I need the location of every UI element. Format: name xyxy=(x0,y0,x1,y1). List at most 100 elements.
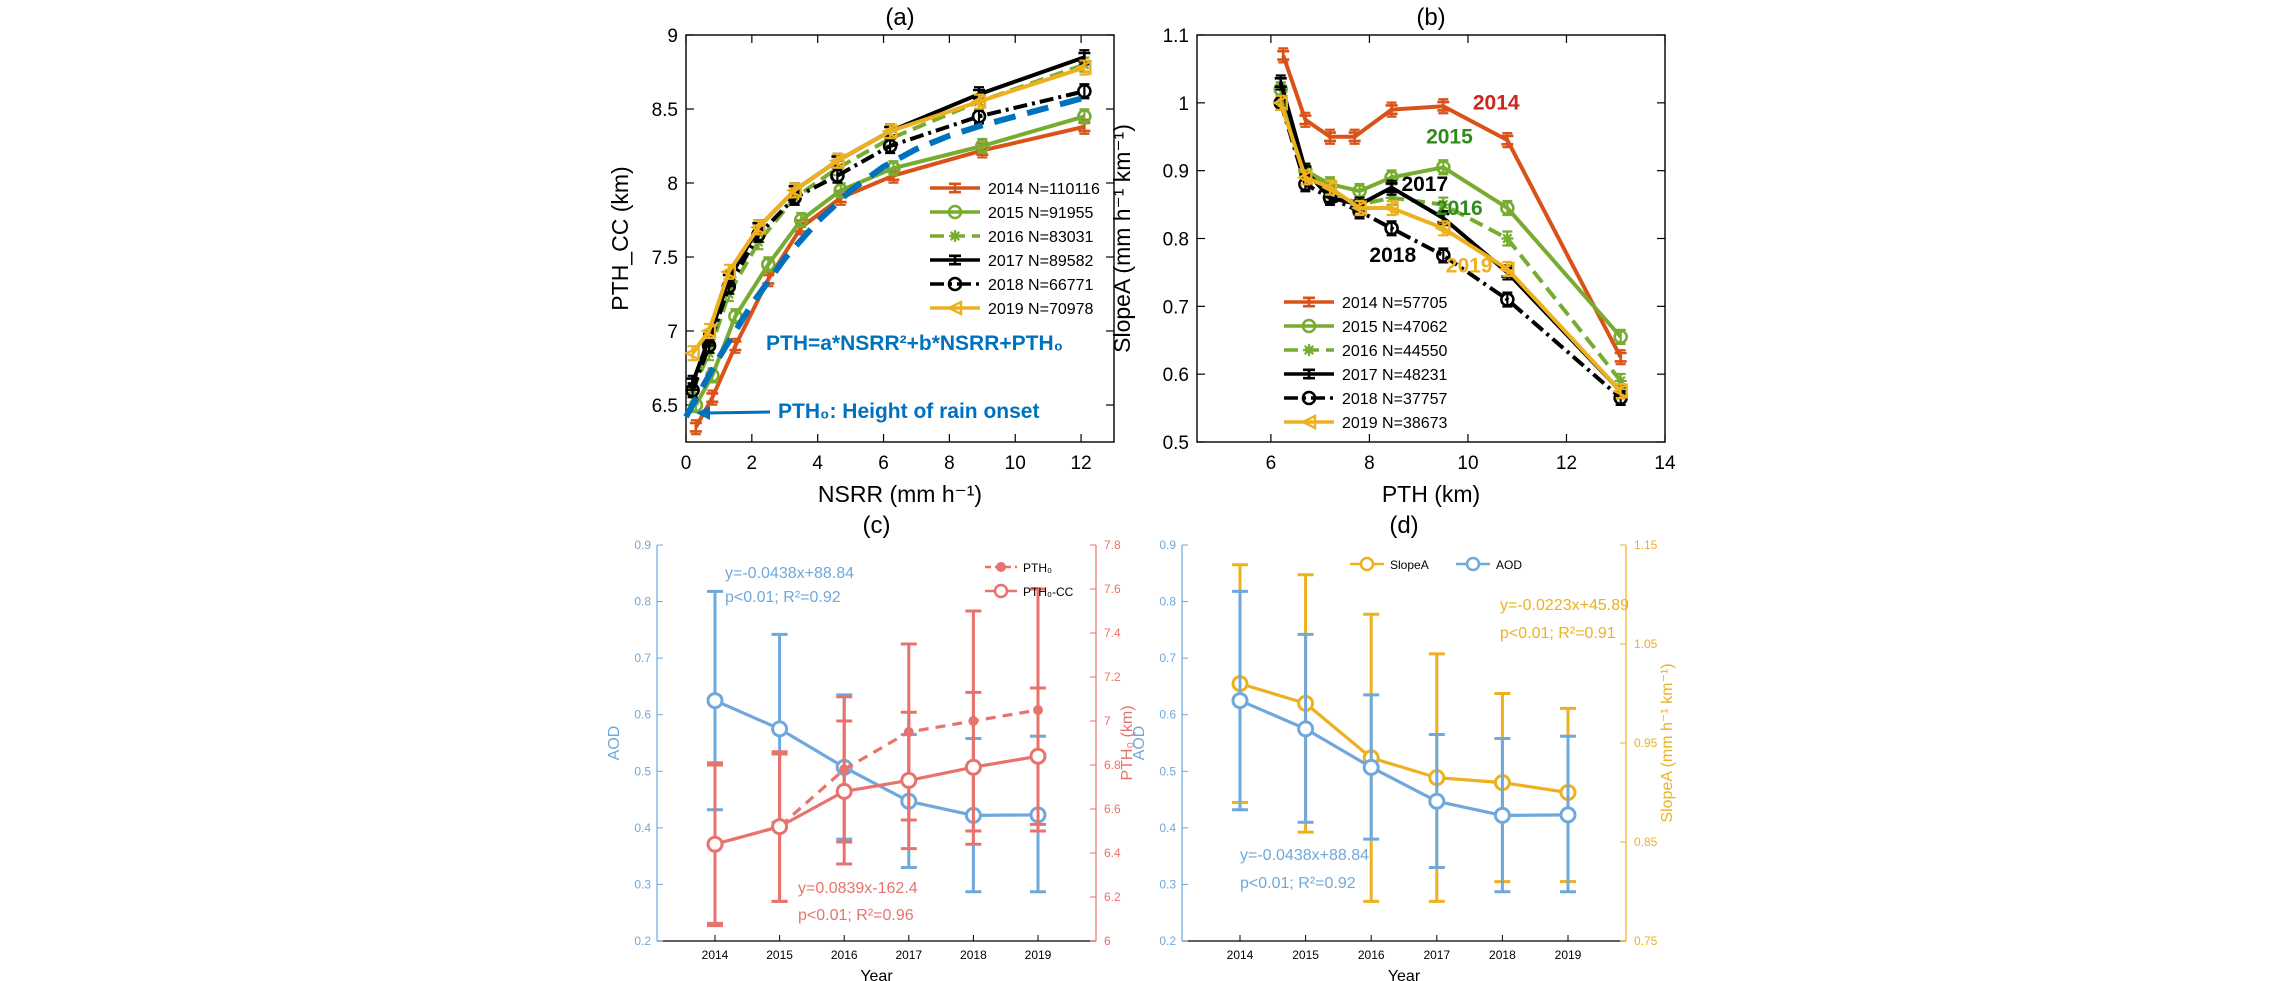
data-point xyxy=(830,168,845,183)
data-point xyxy=(1437,100,1450,112)
legend-entry: 2017 N=89582 xyxy=(988,253,1094,270)
right-tick-label: 6.4 xyxy=(1104,846,1121,860)
x-tick-label: 10 xyxy=(1457,453,1478,474)
legend-entry: 2019 N=38673 xyxy=(1342,415,1448,432)
y-tick-label: 1 xyxy=(1178,94,1189,115)
legend-entry: 2014 N=110116 xyxy=(988,181,1100,198)
error-bar xyxy=(723,263,734,280)
x-axis-label: NSRR (mm h⁻¹) xyxy=(818,481,982,507)
legend-entry: 2015 N=47062 xyxy=(1342,319,1448,336)
panel-title: (b) xyxy=(1416,4,1445,31)
legend-marker xyxy=(947,276,963,292)
aod-fit-equation: y=-0.0438x+88.84 xyxy=(725,565,854,582)
panel-a: (a) 0 2 4 6 8 10 12 6.5 7 7.5 8 8.5 9 NSRR (mm h⁻¹) PTH… xyxy=(607,4,1115,507)
data-point xyxy=(1500,200,1515,216)
error-bar xyxy=(789,182,800,199)
right-tick-label: 1.15 xyxy=(1634,538,1658,552)
year-annotation: 2019 xyxy=(1446,254,1493,277)
y-tick-label: 6.5 xyxy=(652,396,678,417)
x-tick-label: 14 xyxy=(1654,453,1676,474)
data-point xyxy=(1272,94,1288,111)
data-point xyxy=(1231,692,1249,710)
x-tick-label: 2017 xyxy=(1423,948,1450,962)
y-tick-label: 9 xyxy=(667,26,678,47)
data-point xyxy=(706,835,724,853)
legend-entry: 2018 N=37757 xyxy=(1342,391,1448,408)
right-tick-label: 0.85 xyxy=(1634,835,1658,849)
y-tick-label: 0.5 xyxy=(1163,433,1189,454)
data-point xyxy=(1362,758,1380,776)
data-point xyxy=(1613,329,1628,345)
series-line xyxy=(1278,102,1623,393)
series-line xyxy=(1281,54,1623,359)
data-point xyxy=(828,152,845,169)
y-tick-label: 8 xyxy=(667,174,678,195)
x-tick-label: 6 xyxy=(878,453,889,474)
right-tick-label: 6.2 xyxy=(1104,890,1121,904)
data-point xyxy=(701,338,717,354)
data-point xyxy=(1077,109,1092,124)
data-point xyxy=(1321,179,1338,196)
data-point xyxy=(1350,200,1367,216)
data-point xyxy=(1436,159,1451,175)
series-line xyxy=(714,708,1039,846)
pth-fit-stats: p<0.01; R²=0.96 xyxy=(798,907,914,924)
error-bar xyxy=(1079,59,1090,76)
data-point xyxy=(1385,104,1398,116)
legend-entry: PTH₀-CC xyxy=(1023,585,1074,599)
onset-arrow xyxy=(705,410,771,415)
error-bar xyxy=(753,219,764,236)
x-tick-label: 10 xyxy=(1005,453,1026,474)
x-tick-label: 2014 xyxy=(702,948,729,962)
right-tick-label: 7.8 xyxy=(1104,538,1121,552)
data-point xyxy=(1299,114,1312,126)
left-tick-label: 0.6 xyxy=(634,708,651,722)
right-tick-label: 1.05 xyxy=(1634,637,1658,651)
left-tick-label: 0.7 xyxy=(634,651,651,665)
legend-marker xyxy=(1301,318,1317,334)
data-point xyxy=(1348,131,1361,143)
panel-title: (a) xyxy=(885,4,914,31)
data-point xyxy=(749,219,766,236)
data-point xyxy=(1436,248,1451,263)
right-tick-label: 7 xyxy=(1104,714,1111,728)
data-point xyxy=(970,93,987,110)
error-bar xyxy=(1275,94,1286,111)
data-point xyxy=(1274,76,1287,88)
x-tick-label: 2015 xyxy=(766,948,793,962)
left-tick-label: 0.7 xyxy=(1159,651,1176,665)
error-bar xyxy=(1386,199,1397,217)
x-tick-label: 12 xyxy=(1556,453,1577,474)
year-annotation: 2014 xyxy=(1473,92,1520,115)
legend-marker xyxy=(949,230,961,242)
right-tick-label: 7.4 xyxy=(1104,626,1121,640)
data-point xyxy=(1324,131,1337,143)
data-point xyxy=(771,818,789,836)
x-tick-label: 2 xyxy=(747,453,758,474)
left-tick-label: 0.8 xyxy=(634,595,651,609)
panel-c: (c) 2014 2015 2016 2017 2018 2019 Year 0.2 0.3 0.4… xyxy=(606,512,1136,981)
series-line xyxy=(1278,102,1623,383)
x-tick-label: 8 xyxy=(1364,453,1375,474)
data-point xyxy=(689,421,702,433)
year-annotation: 2018 xyxy=(1369,244,1416,267)
data-point xyxy=(1500,292,1515,307)
legend-entry: 2014 N=57705 xyxy=(1342,295,1448,312)
x-axis-label: Year xyxy=(860,968,893,981)
data-point xyxy=(1385,182,1398,194)
data-point xyxy=(700,323,717,339)
onset-annotation: PTH₀: Height of rain onset xyxy=(778,400,1039,423)
data-point xyxy=(1559,806,1577,824)
pth-fit-equation: y=0.0839x-162.4 xyxy=(798,880,918,897)
data-point xyxy=(793,212,809,228)
error-bar xyxy=(687,345,698,362)
left-tick-label: 0.5 xyxy=(1159,764,1176,778)
legend-entry: AOD xyxy=(1496,558,1522,572)
legend-marker xyxy=(1301,390,1317,406)
x-axis-label: Year xyxy=(1388,968,1421,981)
series-line xyxy=(714,754,1039,846)
legend-marker xyxy=(1303,296,1315,308)
data-point xyxy=(683,345,700,362)
data-point xyxy=(1437,198,1450,211)
data-point xyxy=(761,257,776,272)
